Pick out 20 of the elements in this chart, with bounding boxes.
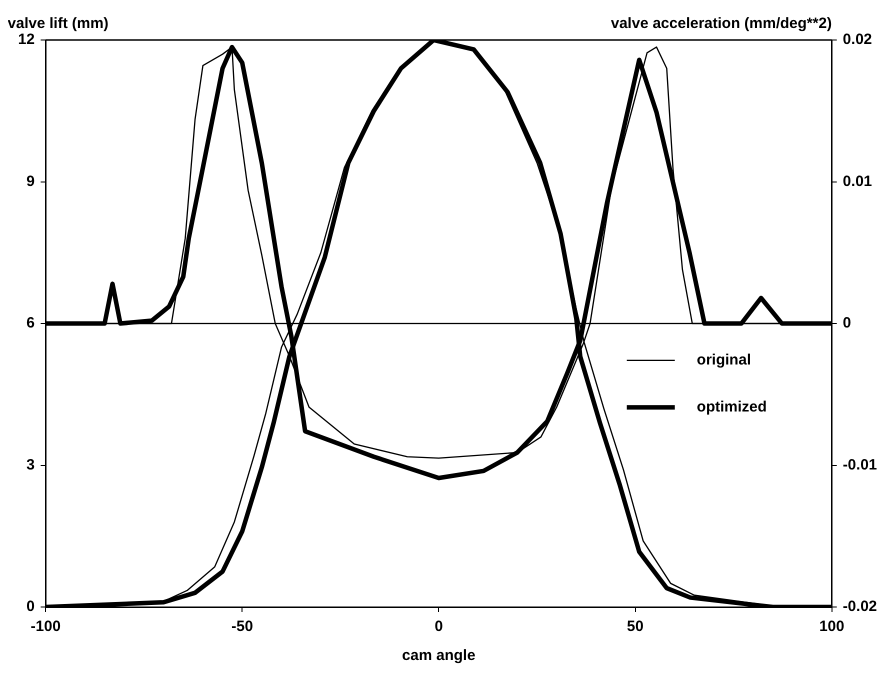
y2-tick-label: 0.01 xyxy=(842,172,872,190)
y-tick-label: 3 xyxy=(26,456,35,474)
legend-label: optimized xyxy=(696,398,767,416)
x-tick-label: 0 xyxy=(434,618,443,636)
y2-tick-label: 0.02 xyxy=(842,31,872,48)
y-axis-title: valve lift (mm) xyxy=(8,15,109,32)
x-axis-title: cam angle xyxy=(402,647,476,664)
y-tick-label: 6 xyxy=(26,314,35,332)
y2-tick-label: -0.01 xyxy=(842,456,878,474)
x-tick-label: 50 xyxy=(626,618,644,636)
y-tick-label: 9 xyxy=(26,172,35,190)
y-tick-label: 12 xyxy=(18,31,35,48)
x-tick-label: -100 xyxy=(30,618,61,636)
legend-label: original xyxy=(696,351,751,368)
y2-tick-label: 0 xyxy=(842,314,852,332)
x-tick-label: 100 xyxy=(819,618,844,636)
y-tick-label: 0 xyxy=(26,598,35,616)
x-tick-label: -50 xyxy=(231,618,254,636)
y2-axis-title: valve acceleration (mm/deg**2) xyxy=(610,15,832,32)
y2-tick-label: -0.02 xyxy=(842,598,878,616)
